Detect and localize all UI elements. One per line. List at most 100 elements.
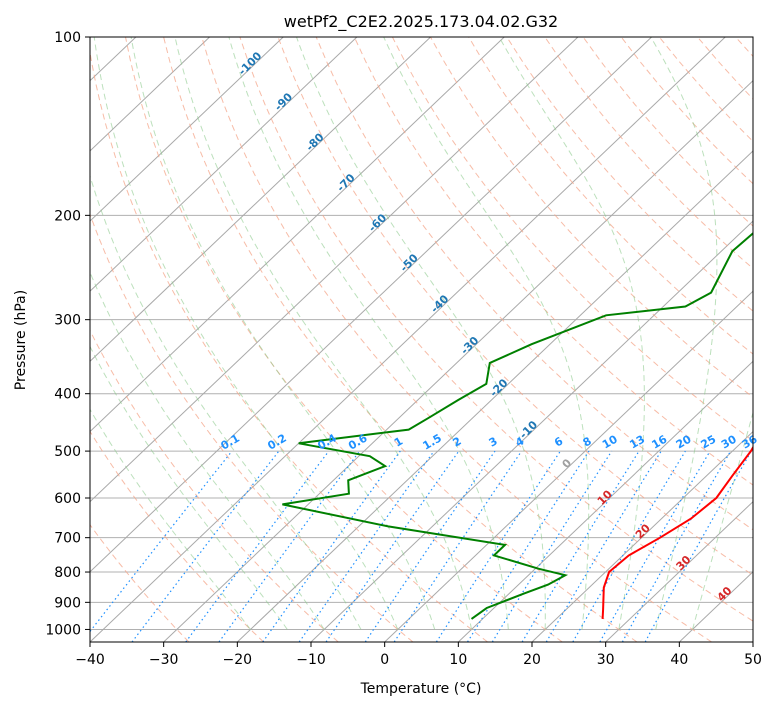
isotherm-line [90,37,358,292]
y-tick-label: 100 [54,30,81,46]
moist-adiabat [93,37,399,630]
dry-adiabat [391,37,753,442]
isotherm-line [90,37,579,503]
mixing-ratio-label: 20 [674,432,694,451]
isotherm-line [0,37,62,642]
isotherm-label: -90 [272,90,295,113]
isotherm-line [457,360,753,642]
background-lines [0,37,753,642]
dry-adiabat [735,37,753,58]
isotherm-line [163,80,753,642]
mixing-ratio-line [491,450,613,642]
mixing-ratio-line [364,450,496,642]
x-tick-label: 30 [597,652,615,668]
isotherm-label: -70 [334,171,357,194]
x-axis-label: Temperature (°C) [360,681,482,697]
mixing-ratio-line [521,450,640,642]
moist-adiabat [498,37,645,630]
y-tick-label: 600 [54,491,81,507]
mixing-ratio-label: 0.2 [265,432,288,453]
x-tick-label: 10 [449,652,467,668]
mixing-ratio-label: 10 [600,432,620,451]
mixing-ratio-line [621,450,732,642]
mixing-ratio-line [545,450,662,642]
x-tick-label: 50 [744,652,762,668]
mixing-ratio-label: 6 [552,434,565,449]
mixing-ratio-label: 3 [487,435,500,450]
isotherm-line [531,430,753,642]
dry-adiabat [620,37,753,185]
x-tick-label: 20 [523,652,541,668]
moist-adiabat [650,37,718,630]
mixing-ratio-label: 2 [450,435,463,450]
y-tick-label: 800 [54,565,81,581]
axes: −40 −30 −20 −10 0 10 20 30 40 5010020030040050060… [45,30,762,668]
profile-lines [282,231,753,620]
mixing-ratio-line [262,450,401,642]
mixing-ratio-label: 8 [581,435,594,450]
y-tick-label: 200 [54,208,81,224]
mixing-ratio-line [90,450,233,633]
isotherm-line [90,37,726,642]
plot-frame [89,36,754,643]
moist-adiabat [90,408,251,630]
x-tick-label: −30 [149,652,179,668]
temperature-profile-line [601,445,753,619]
mixing-ratio-line [218,450,361,642]
isotherm-line [236,150,753,642]
mixing-ratio-line [644,450,752,642]
x-tick-label: −40 [75,652,105,668]
dry-adiabat [90,430,264,642]
moist-adiabat [90,271,325,630]
y-axis-label: Pressure (hPa) [13,290,29,390]
dry-adiabat [163,37,638,642]
moist-adiabat [174,37,472,630]
dry-adiabat [201,37,712,642]
dry-adiabat [315,37,753,531]
isotherm-line [90,37,652,573]
dry-adiabat [277,37,753,576]
moist-adiabat [130,37,436,630]
y-tick-label: 700 [54,531,81,547]
isotherm-label: -50 [398,251,421,274]
x-tick-label: 40 [670,652,688,668]
mixing-ratio-label: 13 [627,433,647,452]
dry-adiabat [353,37,753,486]
isotherm-label: -80 [303,130,326,153]
isotherm-line [90,37,431,363]
moist-adiabat [90,345,288,630]
isotherm-label: 20 [633,521,653,541]
dry-adiabat [582,37,753,227]
isotherm-label: -30 [458,334,481,357]
isotherm-line [90,37,505,433]
x-tick-label: −10 [296,652,326,668]
moist-adiabat [228,37,509,630]
mixing-ratio-line [298,450,435,642]
x-tick-label: 0 [380,652,389,668]
dry-adiabat [90,212,414,642]
y-tick-label: 1000 [45,622,81,638]
isotherm-line [605,500,753,642]
x-tick-label: −20 [223,652,253,668]
dry-adiabat [697,37,753,100]
isotherm-line [752,641,753,642]
dry-adiabat [90,329,339,642]
moist-adiabat [692,411,753,630]
mixing-ratio-line [393,450,523,642]
isotherm-line [90,37,284,222]
moist-adiabat [296,37,546,630]
mixing-ratio-line [466,450,590,642]
y-tick-label: 400 [54,387,81,403]
isotherm-line [90,37,210,152]
mixing-ratio-label: 36 [740,432,760,451]
isotherm-label: 40 [715,584,735,604]
y-tick-label: 500 [54,444,81,460]
dry-adiabat [468,37,753,355]
isotherm-line [678,571,753,642]
mixing-ratio-label: 1 [392,435,405,450]
isotherm-label: -100 [236,49,265,78]
mixing-ratio-label: 30 [719,432,739,451]
y-tick-label: 900 [54,595,81,611]
chart-title: wetPf2_C2E2.2025.173.04.02.G32 [284,12,558,32]
